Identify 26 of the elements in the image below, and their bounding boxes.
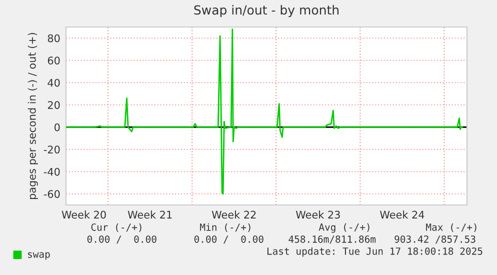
x-tick-label: Week 24: [380, 210, 424, 219]
x-tick-label: Week 23: [296, 210, 340, 219]
y-tick-label: 80: [48, 34, 60, 42]
y-tick-label: 20: [48, 101, 60, 109]
text: Last update: Tue Jun 17 18:00:18 2025: [267, 247, 482, 257]
y-tick-label: 40: [48, 78, 60, 87]
y-tick-label: 60: [48, 56, 60, 64]
text: 903.42 /857.53: [394, 235, 476, 244]
legend-label: swap: [28, 252, 50, 260]
text: 0.00 / 0.00: [194, 235, 264, 244]
x-tick-label: Week 22: [212, 210, 256, 219]
text: 458.16m/811.86m: [288, 235, 376, 244]
line-series: [66, 28, 463, 195]
y-tick-label: -40: [44, 168, 60, 176]
chart-title: Swap in/out - by month: [194, 5, 339, 18]
text: Min (-/+): [200, 223, 250, 232]
text: Cur (-/+): [91, 223, 142, 232]
text: 0.00 / 0.00: [87, 235, 156, 244]
y-tick-label: -20: [44, 146, 60, 154]
x-tick-label: Week 20: [62, 210, 106, 219]
text: Max (-/+): [426, 223, 476, 232]
y-tick-label: 0: [54, 123, 60, 132]
y-tick-label: -60: [44, 190, 60, 198]
x-tick-label: Week 21: [128, 210, 172, 219]
text: Avg (-/+): [318, 223, 370, 233]
y-axis-title: pages per second in (-) / out (+): [28, 32, 38, 199]
